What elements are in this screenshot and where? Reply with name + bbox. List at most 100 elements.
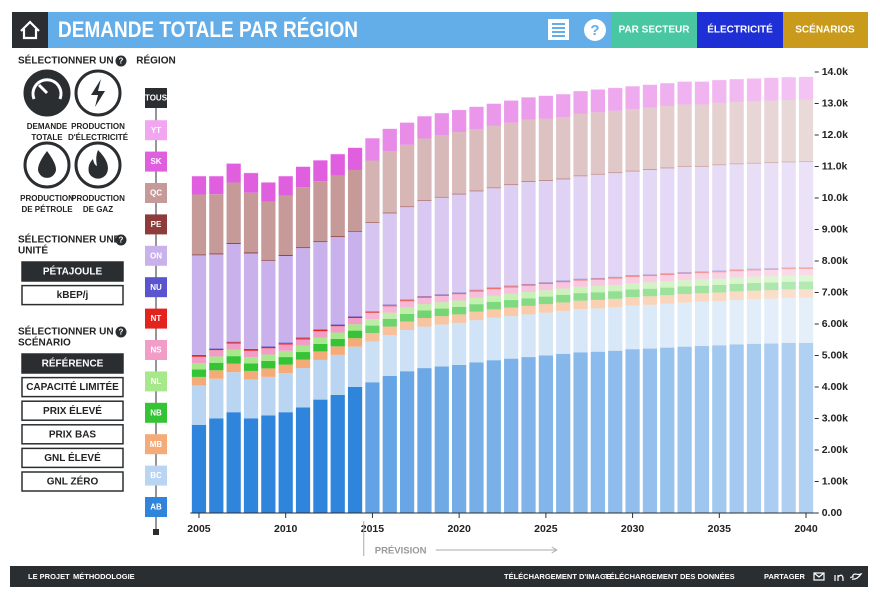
footer-link[interactable]: TÉLÉCHARGEMENT D'IMAGE bbox=[504, 572, 611, 581]
bar-segment bbox=[625, 171, 639, 172]
bar-segment bbox=[556, 354, 570, 513]
bar-segment bbox=[383, 335, 397, 376]
bar-segment bbox=[227, 244, 241, 342]
measure-label: D'ÉLECTRICITÉ bbox=[68, 133, 129, 142]
bar-segment bbox=[712, 285, 726, 293]
y-tick-label: 1.00k bbox=[822, 475, 848, 487]
y-tick-label: 0.00 bbox=[822, 507, 843, 519]
bar-segment bbox=[764, 101, 778, 162]
bar-segment bbox=[660, 273, 674, 274]
footer-link[interactable]: TÉLÉCHARGEMENT DES DONNÉES bbox=[605, 572, 735, 581]
bar-segment bbox=[417, 200, 431, 201]
bar-segment bbox=[227, 364, 241, 373]
bar-segment bbox=[244, 357, 258, 363]
bar-segment bbox=[365, 311, 379, 312]
bar-segment bbox=[383, 304, 397, 305]
bar-segment bbox=[469, 292, 483, 298]
bar-segment bbox=[695, 293, 709, 302]
bar-segment bbox=[591, 278, 605, 279]
bar-segment bbox=[730, 163, 744, 164]
bar-segment bbox=[487, 309, 501, 318]
bar-segment bbox=[712, 164, 726, 165]
bar-segment bbox=[799, 161, 813, 162]
footer-link[interactable]: MÉTHODOLOGIE bbox=[73, 572, 135, 581]
bar-segment bbox=[799, 275, 813, 281]
bar-segment bbox=[435, 296, 449, 302]
bar-segment bbox=[625, 290, 639, 298]
bar-segment bbox=[192, 176, 206, 194]
bar-segment bbox=[348, 316, 362, 317]
option-label: PÉTAJOULE bbox=[43, 265, 103, 278]
bar-segment bbox=[487, 360, 501, 513]
nav-label: SCÉNARIOS bbox=[795, 23, 855, 36]
bar-segment bbox=[417, 310, 431, 318]
footer-link[interactable]: PARTAGER bbox=[764, 572, 806, 581]
bar-segment bbox=[365, 222, 379, 223]
footer-link[interactable]: LE PROJET bbox=[28, 572, 70, 581]
nav-label: PAR SECTEUR bbox=[619, 25, 691, 36]
bar-segment bbox=[799, 289, 813, 298]
bar-segment bbox=[313, 338, 327, 344]
bar-segment bbox=[799, 100, 813, 161]
region-label: NT bbox=[151, 314, 162, 323]
bar-segment bbox=[279, 373, 293, 412]
bar-segment bbox=[660, 348, 674, 513]
bar-segment bbox=[435, 295, 449, 296]
bar-segment bbox=[435, 294, 449, 295]
bar-segment bbox=[504, 101, 518, 123]
bar-segment bbox=[643, 169, 657, 170]
bar-segment bbox=[643, 276, 657, 282]
bar-segment bbox=[348, 347, 362, 387]
bar-segment bbox=[764, 269, 778, 270]
bar-segment bbox=[556, 178, 570, 179]
bar-segment bbox=[625, 306, 639, 350]
bar-segment bbox=[782, 289, 796, 298]
measure-label: PRODUCTION bbox=[20, 194, 74, 203]
bar-segment bbox=[331, 236, 345, 237]
bar-segment bbox=[730, 344, 744, 513]
bar-segment bbox=[712, 80, 726, 103]
home-button[interactable] bbox=[12, 12, 48, 48]
bar-segment bbox=[296, 167, 310, 187]
list-icon[interactable] bbox=[548, 19, 569, 40]
bar-segment bbox=[660, 168, 674, 273]
bar-segment bbox=[799, 77, 813, 100]
bar-segment bbox=[747, 269, 761, 270]
bar-segment bbox=[192, 385, 206, 424]
bar-segment bbox=[730, 79, 744, 102]
bar-segment bbox=[279, 344, 293, 350]
bar-segment bbox=[400, 206, 414, 207]
bar-segment bbox=[452, 194, 466, 195]
bar-segment bbox=[192, 355, 206, 356]
bar-segment bbox=[591, 352, 605, 513]
bar-segment bbox=[331, 176, 345, 236]
option-label: GNL ÉLEVÉ bbox=[44, 451, 101, 464]
bar-segment bbox=[521, 357, 535, 513]
bar-segment bbox=[383, 151, 397, 212]
bar-segment bbox=[712, 293, 726, 302]
bar-segment bbox=[469, 362, 483, 513]
bar-segment bbox=[730, 271, 744, 277]
bar-segment bbox=[660, 274, 674, 275]
bar-segment bbox=[435, 198, 449, 294]
measure-label: DEMANDE bbox=[27, 122, 68, 131]
bar-segment bbox=[712, 345, 726, 513]
bar-segment bbox=[764, 270, 778, 276]
bar-segment bbox=[279, 351, 293, 357]
bar-segment bbox=[625, 86, 639, 109]
bar-segment bbox=[487, 288, 501, 289]
bar-segment bbox=[400, 145, 414, 206]
bar-segment bbox=[244, 363, 258, 371]
bar-segment bbox=[331, 326, 345, 332]
bar-segment bbox=[730, 270, 744, 271]
bar-segment bbox=[313, 360, 327, 400]
bar-segment bbox=[799, 298, 813, 343]
bar-segment bbox=[365, 313, 379, 319]
bar-segment bbox=[521, 298, 535, 306]
bar-segment bbox=[209, 254, 223, 348]
bar-segment bbox=[469, 304, 483, 312]
bar-segment bbox=[504, 185, 518, 285]
footer-bar bbox=[10, 566, 868, 587]
bar-segment bbox=[521, 181, 535, 182]
bar-segment bbox=[539, 284, 553, 290]
